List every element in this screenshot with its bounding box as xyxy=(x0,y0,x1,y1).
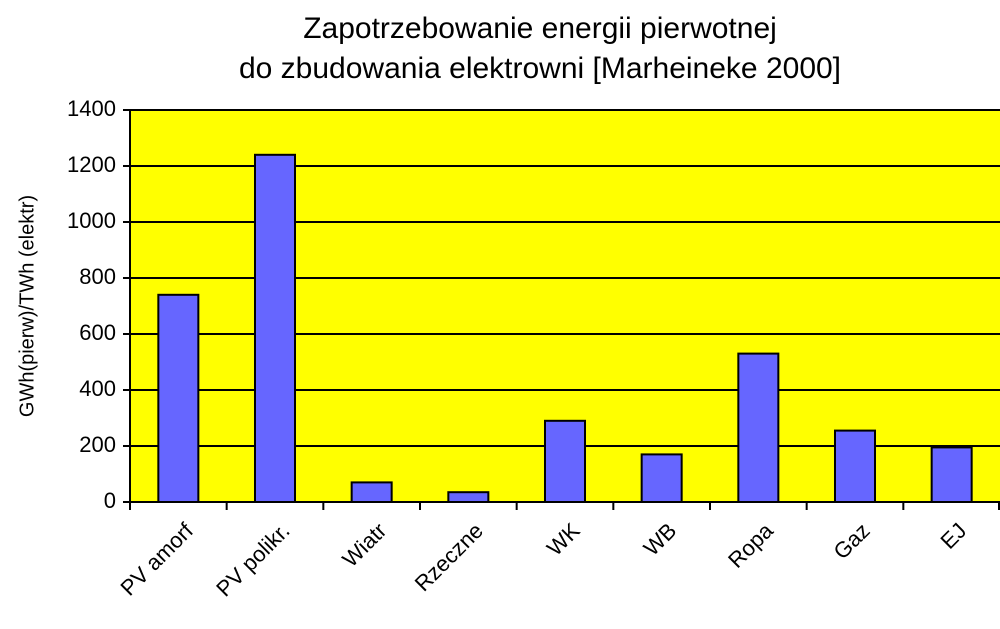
y-tick-label: 400 xyxy=(79,376,116,401)
bar xyxy=(737,352,780,503)
x-tick-label: PV amorf xyxy=(115,517,198,600)
chart-title: Zapotrzebowanie energii pierwotnej xyxy=(303,12,777,45)
x-tick-label: Rzeczne xyxy=(410,518,488,596)
y-tick-label: 0 xyxy=(104,488,116,513)
x-tick-label: Ropa xyxy=(723,517,778,572)
bar xyxy=(157,293,200,503)
y-tick-label: 800 xyxy=(79,264,116,289)
x-tick-label: Gaz xyxy=(828,518,874,564)
y-tick-label: 200 xyxy=(79,432,116,457)
x-tick-label: EJ xyxy=(935,518,971,554)
bar xyxy=(640,453,683,503)
x-tick-label: WK xyxy=(542,518,585,561)
y-tick-label: 1200 xyxy=(67,152,116,177)
bar xyxy=(930,446,973,503)
bar xyxy=(544,419,586,503)
y-tick-label: 600 xyxy=(79,320,116,345)
x-tick-label: Wiatr xyxy=(337,518,391,572)
x-tick-label: PV polikr. xyxy=(211,518,294,601)
bar xyxy=(350,481,393,503)
x-tick-label: WB xyxy=(639,518,682,561)
bar xyxy=(447,491,490,504)
chart-title: do zbudowania elektrowni [Marheineke 200… xyxy=(239,52,841,85)
y-axis-label: GWh(pierw)/TWh (elektr) xyxy=(16,195,38,417)
bar xyxy=(834,429,876,504)
y-tick-label: 1400 xyxy=(67,96,116,121)
bar xyxy=(254,153,296,504)
y-tick-label: 1000 xyxy=(67,208,116,233)
